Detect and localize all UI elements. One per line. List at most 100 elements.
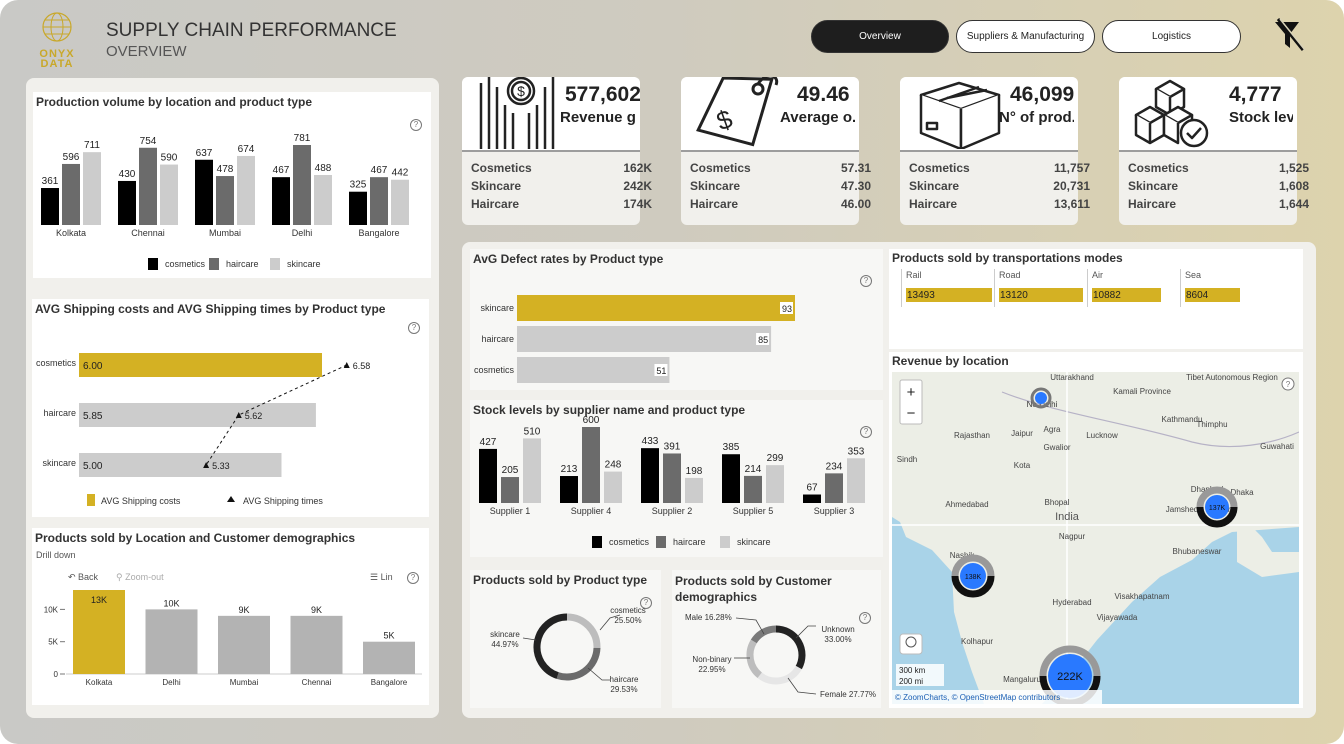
zoom-out-map-button[interactable]: − <box>907 405 916 422</box>
defect-rates-chart: skincare 93 haircare 85 cosmetics 51 <box>474 295 795 383</box>
category-label: Supplier 4 <box>571 506 612 516</box>
bar[interactable] <box>641 448 659 503</box>
kpi-row-name: Haircare <box>909 197 958 211</box>
bar[interactable] <box>41 188 59 225</box>
revenue-bubble[interactable] <box>1035 392 1047 404</box>
bar[interactable] <box>62 163 80 225</box>
revenue-map-card: Revenue by location Uttarakhand Kamali Pr… <box>889 352 1303 708</box>
donut-slice[interactable] <box>746 639 763 678</box>
bar[interactable] <box>766 465 784 503</box>
zoom-in-button[interactable]: + <box>907 384 916 401</box>
bar[interactable] <box>560 476 578 503</box>
bar[interactable] <box>83 152 101 225</box>
linear-scale-button[interactable]: ☰ Lin <box>370 572 393 583</box>
transport-bar[interactable] <box>1185 288 1240 302</box>
shipping-cost-bar[interactable] <box>79 403 316 427</box>
help-icon[interactable]: ? <box>408 322 420 334</box>
revenue-bubble[interactable] <box>960 563 986 589</box>
kpi-row-value: 174K <box>623 197 652 211</box>
bar[interactable] <box>139 147 157 225</box>
defect-bar[interactable] <box>517 357 670 383</box>
transport-value: 8604 <box>1186 290 1209 301</box>
help-icon[interactable]: ? <box>640 597 652 609</box>
bar[interactable] <box>501 477 519 503</box>
location-bar[interactable] <box>290 615 343 674</box>
shipping-time-marker[interactable] <box>235 412 242 418</box>
transport-bar[interactable] <box>1092 288 1162 302</box>
map-attribution[interactable]: © ZoomCharts, © OpenStreetMap contributo… <box>895 693 1060 702</box>
bar[interactable] <box>118 180 136 225</box>
bar[interactable] <box>195 159 213 225</box>
bar[interactable] <box>349 191 367 225</box>
bar[interactable] <box>685 477 703 503</box>
donut-slice[interactable] <box>556 647 601 681</box>
slice-label: Unknown <box>821 625 854 634</box>
bar[interactable] <box>272 177 290 225</box>
bar-value-label: 361 <box>42 176 59 187</box>
location-bar[interactable] <box>363 641 415 674</box>
bar[interactable] <box>216 176 234 225</box>
bar[interactable] <box>370 177 388 225</box>
production-volume-card: Production volume by location and produc… <box>33 92 431 278</box>
shipping-cost-bar[interactable] <box>79 353 322 377</box>
help-icon[interactable] <box>1281 377 1295 391</box>
bar[interactable] <box>391 179 409 225</box>
help-icon[interactable]: ? <box>860 275 872 287</box>
location-bar[interactable] <box>73 590 125 674</box>
bubble-value-label: 137K <box>1209 505 1226 512</box>
lasso-button[interactable] <box>899 633 923 655</box>
category-label: cosmetics <box>36 358 77 368</box>
bar[interactable] <box>293 145 311 225</box>
transport-bar[interactable] <box>906 288 992 302</box>
bar[interactable] <box>160 164 178 225</box>
kpi-value: 4,777 <box>1229 83 1282 106</box>
leader-line <box>735 617 765 635</box>
donut-slice[interactable] <box>533 613 568 679</box>
tab-suppliers-manufacturing[interactable]: Suppliers & Manufacturing <box>956 20 1095 53</box>
tab-overview[interactable]: Overview <box>811 20 949 53</box>
bar[interactable] <box>582 427 600 503</box>
filter-off-icon[interactable] <box>1272 17 1306 53</box>
defect-bar[interactable] <box>517 326 772 352</box>
donut-slice[interactable] <box>566 613 601 649</box>
bar[interactable] <box>523 438 541 503</box>
shipping-time-marker[interactable] <box>343 362 350 368</box>
back-button[interactable]: ↶ Back <box>68 572 98 583</box>
category-label: haircare <box>481 334 514 344</box>
scale-km: 300 km <box>899 666 926 675</box>
bar[interactable] <box>479 448 497 503</box>
shipping-time-label: 6.58 <box>353 361 371 371</box>
shipping-time-marker[interactable] <box>203 462 210 468</box>
bar[interactable] <box>803 494 821 503</box>
location-bar[interactable] <box>145 609 198 674</box>
zoom-out-button[interactable]: ⚲ Zoom-out <box>116 572 164 583</box>
location-bar[interactable] <box>218 615 270 674</box>
category-label: haircare <box>43 408 76 418</box>
transport-bar[interactable] <box>999 288 1083 302</box>
kpi-row: Skincare 1,608 <box>1128 179 1309 193</box>
bar[interactable] <box>825 473 843 503</box>
map-canvas[interactable]: Uttarakhand Kamali Province Tibet Autonomo… <box>892 372 1299 704</box>
map-place-label: Ahmedabad <box>945 500 988 509</box>
bar[interactable] <box>604 471 622 503</box>
customer-demographics-title: Products sold by Customer demographics <box>675 574 832 604</box>
map-place-label: Visakhapatnam <box>1115 592 1170 601</box>
bar[interactable] <box>744 475 762 503</box>
defect-bar[interactable] <box>517 295 795 321</box>
bar[interactable] <box>314 175 332 225</box>
help-icon[interactable]: ? <box>407 572 419 584</box>
donut-slice[interactable] <box>775 625 806 670</box>
revenue-bubble[interactable] <box>1205 495 1229 519</box>
shipping-cost-bar[interactable] <box>79 453 282 477</box>
donut-slice[interactable] <box>757 665 802 685</box>
help-icon[interactable]: ? <box>860 426 872 438</box>
tab-logistics[interactable]: Logistics <box>1102 20 1241 53</box>
revenue-bubble[interactable] <box>1048 654 1092 698</box>
bar[interactable] <box>847 458 865 503</box>
bar[interactable] <box>663 453 681 503</box>
help-icon[interactable]: ? <box>410 119 422 131</box>
donut-slice[interactable] <box>750 625 777 644</box>
help-icon[interactable]: ? <box>859 612 871 624</box>
bar[interactable] <box>237 155 255 225</box>
bar[interactable] <box>722 454 740 503</box>
